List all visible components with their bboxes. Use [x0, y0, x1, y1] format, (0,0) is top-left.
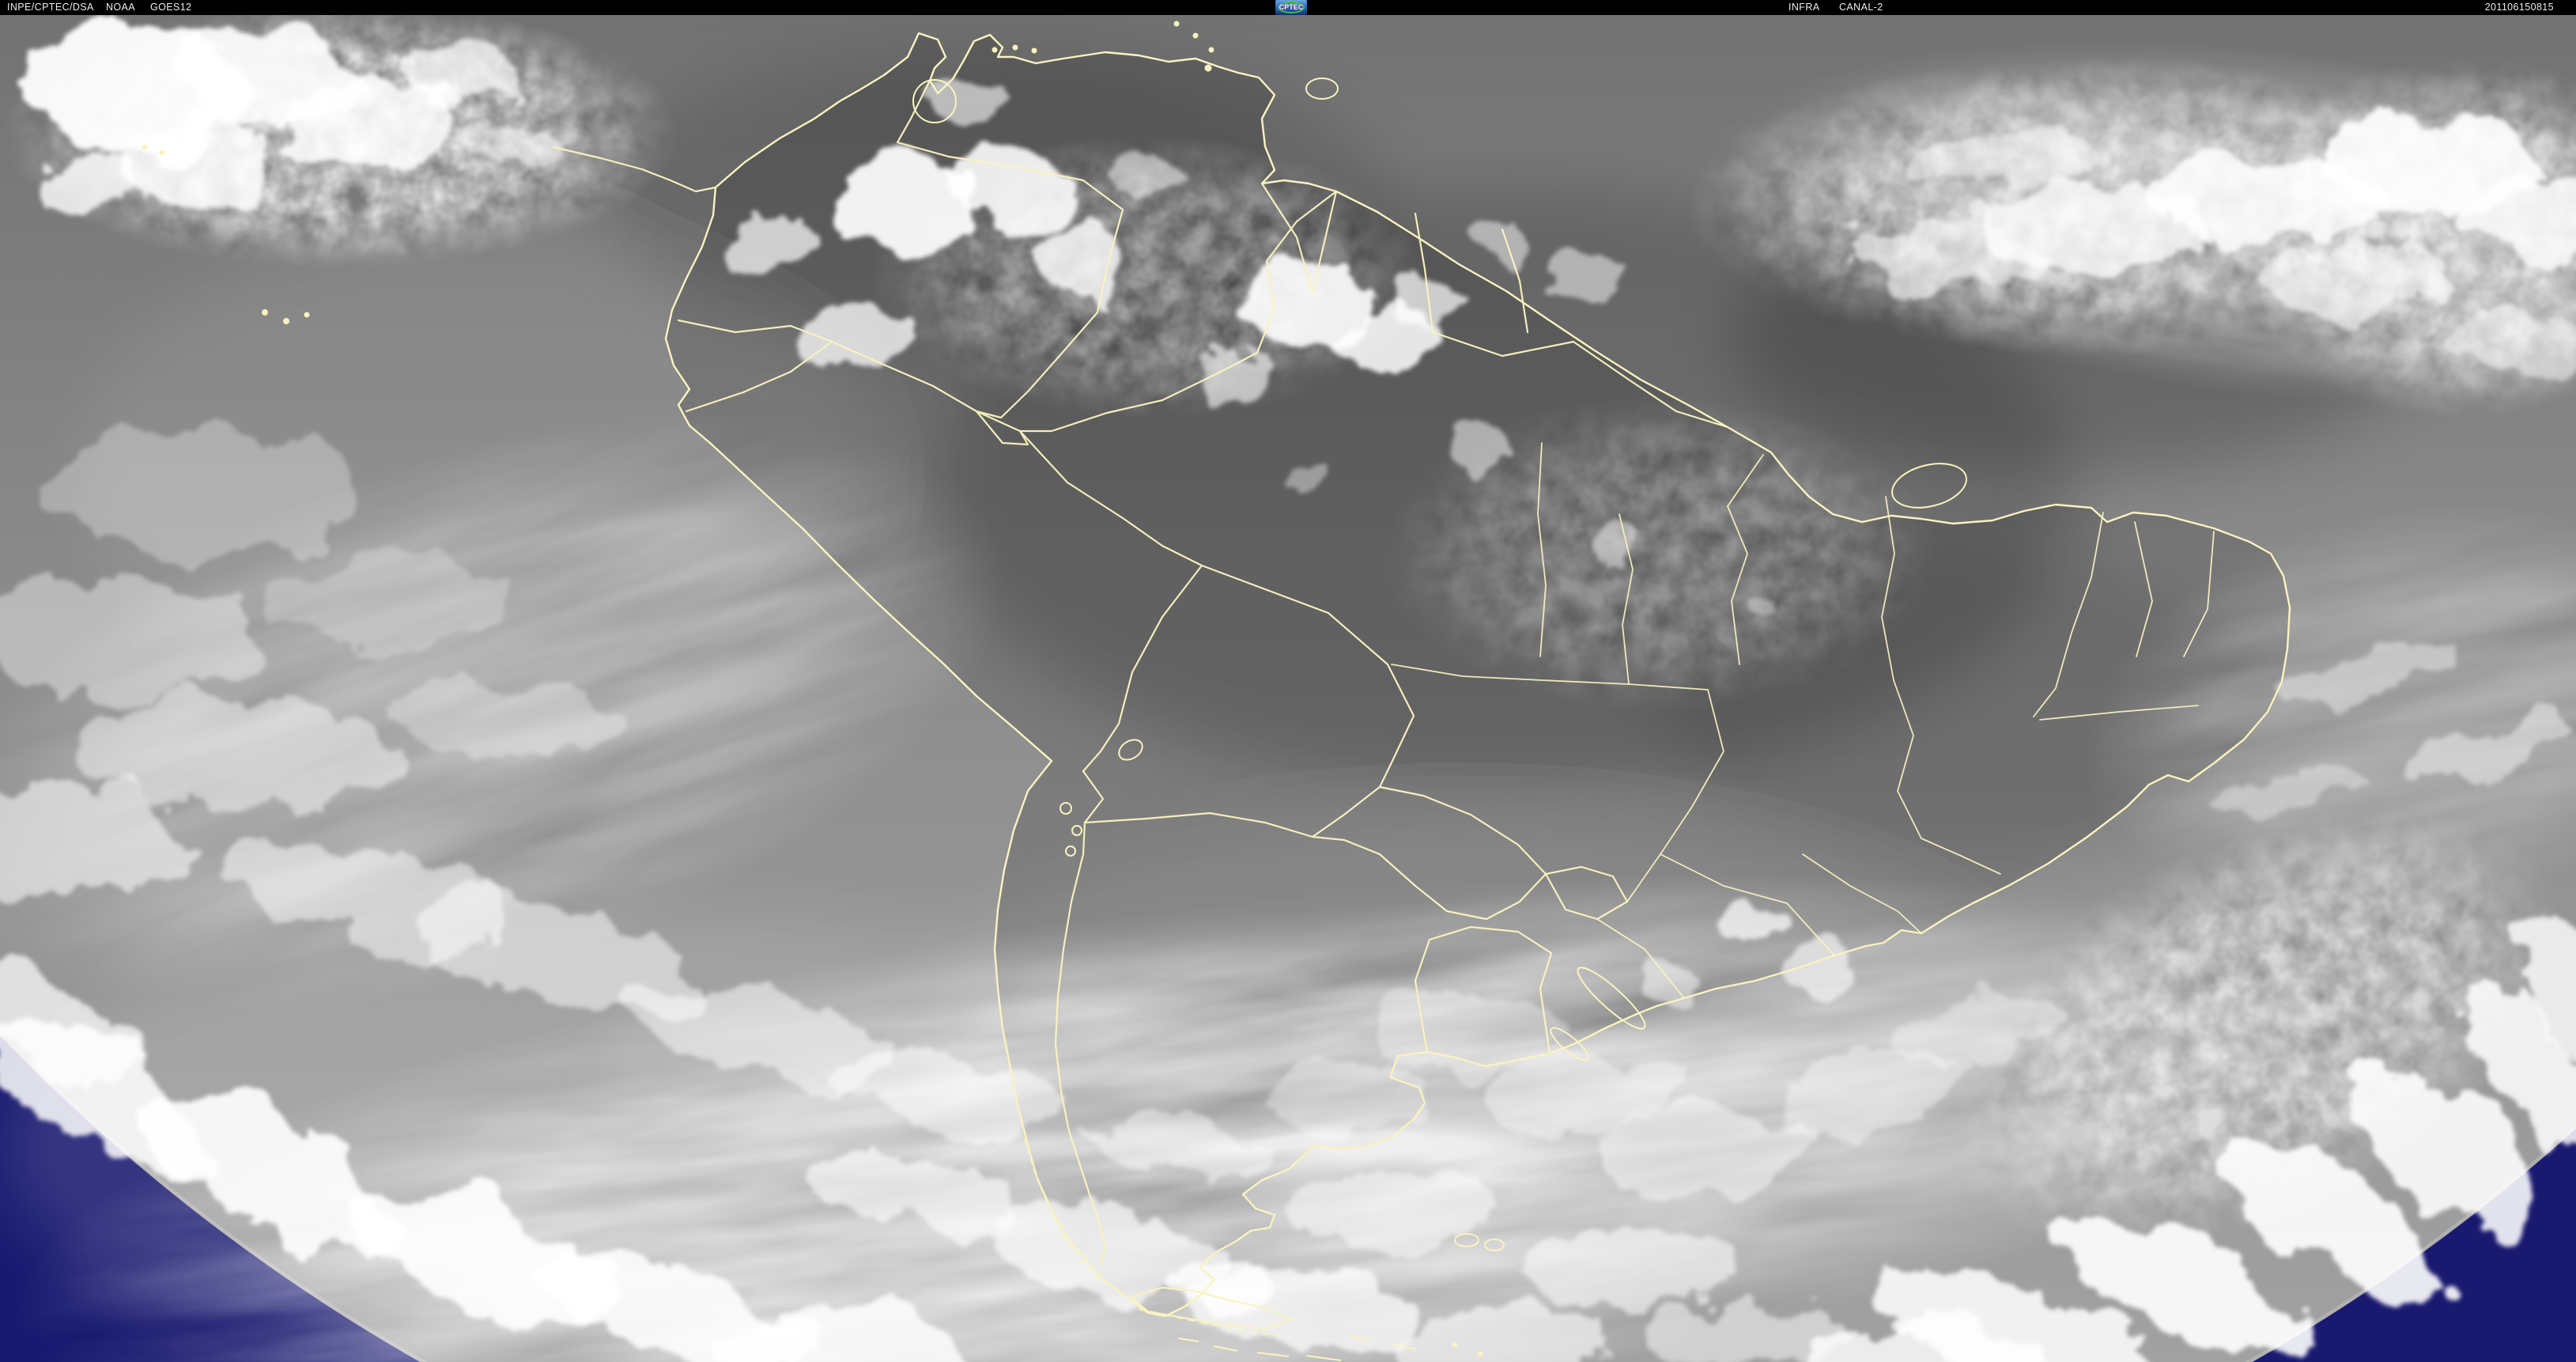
- header-bar: INPE/CPTEC/DSA NOAA GOES12 CPTEC INFRA C…: [0, 0, 2576, 15]
- satellite-label: GOES12: [150, 2, 192, 13]
- state-borders: [1391, 442, 2215, 999]
- islands: [142, 21, 1967, 1251]
- country-borders: [552, 79, 1729, 1267]
- cloud-layer: [0, 24, 2576, 1362]
- agency-label: NOAA: [106, 2, 136, 13]
- source-label: INPE/CPTEC/DSA: [7, 2, 94, 13]
- channel-label: CANAL-2: [1839, 2, 1883, 13]
- lakes: [912, 79, 1646, 1061]
- timestamp-label: 201106150815: [2484, 2, 2554, 13]
- cptec-logo-icon: CPTEC: [1275, 0, 1307, 15]
- southern-fragments: ;: [1024, 1138, 1483, 1361]
- channel-type-label: INFRA: [1788, 2, 1820, 13]
- logo-ellipse: [1278, 2, 1305, 13]
- map-borders-overlay: ;: [142, 21, 2291, 1361]
- logo-text: CPTEC: [1279, 3, 1304, 11]
